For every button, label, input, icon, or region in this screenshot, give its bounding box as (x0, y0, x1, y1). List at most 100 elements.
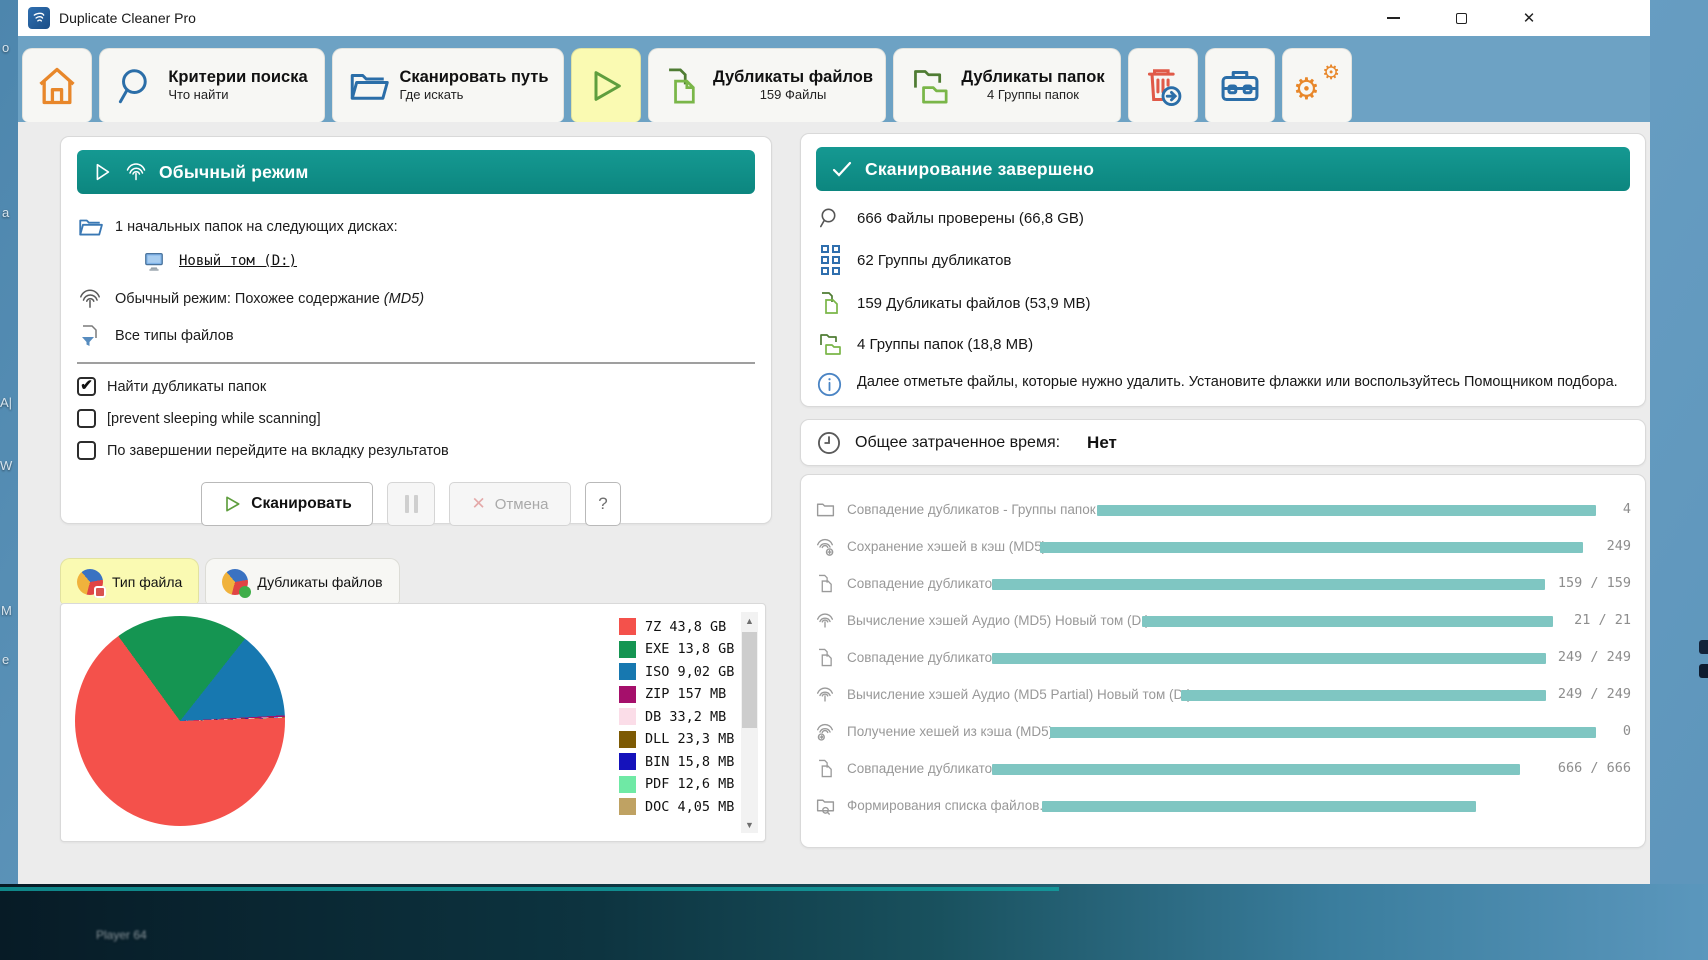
file-type-pie-chart (75, 616, 285, 826)
wallpaper-accent-line (0, 887, 1059, 891)
stat-duplicate-files: 159 Дубликаты файлов (53,9 MB) (816, 290, 1630, 316)
legend-item: ZIP 157 MB (619, 685, 734, 703)
drive-link[interactable]: Новый том (D:) (179, 253, 298, 269)
progress-label: Вычисление хэшей Аудио (MD5 Partial) Нов… (847, 687, 1192, 702)
tab-title: Критерии поиска (168, 67, 308, 86)
tab-search-criteria[interactable]: Критерии поиска Что найти (99, 48, 325, 122)
progress-label: Вычисление хэшей Аудио (MD5) Новый том (… (847, 613, 1150, 628)
wallpaper-text-fragment: e (2, 652, 10, 667)
scroll-down-icon[interactable]: ▼ (745, 819, 754, 830)
duplicate-files-icon (813, 758, 837, 779)
taskbar-wallpaper-strip: Player 64 (0, 884, 1708, 960)
pause-button[interactable] (387, 482, 435, 526)
tab-scan-path[interactable]: Сканировать путь Где искать (332, 48, 564, 122)
fingerprint-cache-icon (813, 721, 837, 743)
progress-row: Вычисление хэшей Аудио (MD5 Partial) Нов… (813, 676, 1635, 713)
stat-text: 4 Группы папок (18,8 MB) (857, 335, 1034, 353)
progress-value: 249 (1606, 538, 1631, 554)
help-button[interactable]: ? (585, 482, 621, 526)
scan-complete-title: Сканирование завершено (865, 158, 1095, 179)
progress-label: Совпадение дубликатов (847, 650, 1000, 665)
home-icon (39, 67, 75, 104)
scrollbar-thumb[interactable] (742, 632, 757, 728)
window-title: Duplicate Cleaner Pro (59, 10, 196, 26)
chart-tab-label: Дубликаты файлов (257, 573, 383, 590)
checkmark-icon (832, 161, 852, 177)
legend-scrollbar[interactable]: ▲ ▼ (741, 612, 758, 833)
drive-icon (141, 250, 167, 272)
start-folders-text: 1 начальных папок на следующих дисках: (115, 219, 398, 235)
next-steps-info: Далее отметьте файлы, которые нужно удал… (816, 371, 1630, 398)
progress-value: 249 / 249 (1557, 686, 1631, 702)
stat-text: 159 Дубликаты файлов (53,9 MB) (857, 294, 1091, 312)
fingerprint-icon (126, 163, 146, 181)
info-icon (816, 371, 844, 398)
play-icon (226, 496, 240, 512)
tab-home[interactable] (22, 48, 92, 122)
folder-icon (351, 73, 390, 100)
scroll-up-icon[interactable]: ▲ (745, 615, 754, 626)
progress-label: Совпадение дубликатов (847, 761, 1000, 776)
elapsed-time-value: Нет (1087, 432, 1117, 452)
progress-value: 21 / 21 (1574, 612, 1631, 628)
tab-removal[interactable] (1128, 48, 1198, 122)
checkbox-goto-results[interactable]: По завершении перейдите на вкладку резул… (77, 441, 755, 460)
progress-bar (992, 764, 1520, 775)
tab-settings[interactable]: ⚙ ⚙ (1282, 48, 1352, 122)
checkbox-find-duplicate-folders[interactable]: ✔ Найти дубликаты папок (77, 377, 755, 396)
tab-duplicate-folders[interactable]: Дубликаты папок 4 Группы папок (893, 48, 1121, 122)
wallpaper-text-fragment: a (2, 205, 10, 220)
stat-files-checked: 666 Файлы проверены (66,8 GB) (816, 206, 1630, 230)
close-button[interactable]: ✕ (1522, 9, 1536, 27)
scan-setup-panel: Обычный режим 1 начальных папок на следу… (60, 136, 772, 526)
check-icon: ✔ (80, 377, 93, 394)
progress-bar (1042, 801, 1476, 812)
progress-bar (1039, 542, 1584, 553)
play-icon (96, 163, 110, 181)
progress-value: 159 / 159 (1557, 575, 1631, 591)
groups-grid-icon (816, 245, 844, 275)
chart-tab-label: Тип файла (112, 573, 183, 590)
tab-tools[interactable] (1205, 48, 1275, 122)
gears-icon: ⚙ ⚙ (1293, 61, 1340, 106)
duplicate-folders-icon (914, 69, 948, 104)
wallpaper-text-fragment: Player 64 (96, 928, 147, 942)
maximize-button[interactable] (1448, 5, 1474, 31)
cancel-button[interactable]: ✕ Отмена (449, 482, 571, 526)
progress-bar (1096, 505, 1597, 516)
tab-duplicate-files-chart[interactable]: Дубликаты файлов (205, 558, 400, 604)
progress-bar (1141, 616, 1553, 627)
legend-item: DB 33,2 MB (619, 708, 734, 725)
help-label: ? (598, 494, 608, 513)
main-tab-bar: Критерии поиска Что найти Сканировать пу… (18, 36, 1650, 122)
folder-icon (77, 214, 103, 240)
progress-value: 4 (1622, 501, 1631, 517)
stat-duplicate-groups: 62 Группы дубликатов (816, 245, 1630, 275)
progress-value: 0 (1622, 723, 1631, 739)
chart-legend: 7Z 43,8 GB EXE 13,8 GB ISO 9,02 GB ZIP 1… (619, 618, 734, 815)
progress-bar (1049, 727, 1597, 738)
progress-bar (992, 653, 1547, 664)
play-icon (594, 70, 621, 101)
tab-run-scan[interactable] (571, 48, 641, 122)
progress-row: Совпадение дубликатов 159 / 159 (813, 565, 1635, 602)
scan-button-label: Сканировать (251, 495, 352, 512)
chart-tab-bar: Тип файла Дубликаты файлов (60, 558, 400, 604)
folder-search-icon (813, 795, 837, 816)
legend-item: BIN 15,8 MB (619, 753, 734, 770)
legend-item: PDF 12,6 MB (619, 775, 734, 793)
progress-value: 249 / 249 (1557, 649, 1631, 665)
legend-item: ISO 9,02 GB (619, 663, 734, 680)
progress-label: Совпадение дубликатов (847, 576, 1000, 591)
scan-button[interactable]: Сканировать (201, 482, 373, 526)
briefcase-icon (1221, 70, 1259, 101)
trash-export-icon (1147, 68, 1182, 106)
legend-item: DLL 23,3 MB (619, 730, 734, 748)
minimize-button[interactable] (1380, 5, 1406, 31)
progress-row: Сохранение хэшей в кэш (MD5) 249 (813, 528, 1635, 565)
tab-file-type-chart[interactable]: Тип файла (60, 558, 200, 604)
checkbox-prevent-sleeping[interactable]: [prevent sleeping while scanning] (77, 409, 755, 428)
tab-title: Сканировать путь (399, 67, 549, 86)
tab-duplicate-files[interactable]: Дубликаты файлов 159 Файлы (648, 48, 886, 122)
fingerprint-save-icon (813, 536, 837, 558)
